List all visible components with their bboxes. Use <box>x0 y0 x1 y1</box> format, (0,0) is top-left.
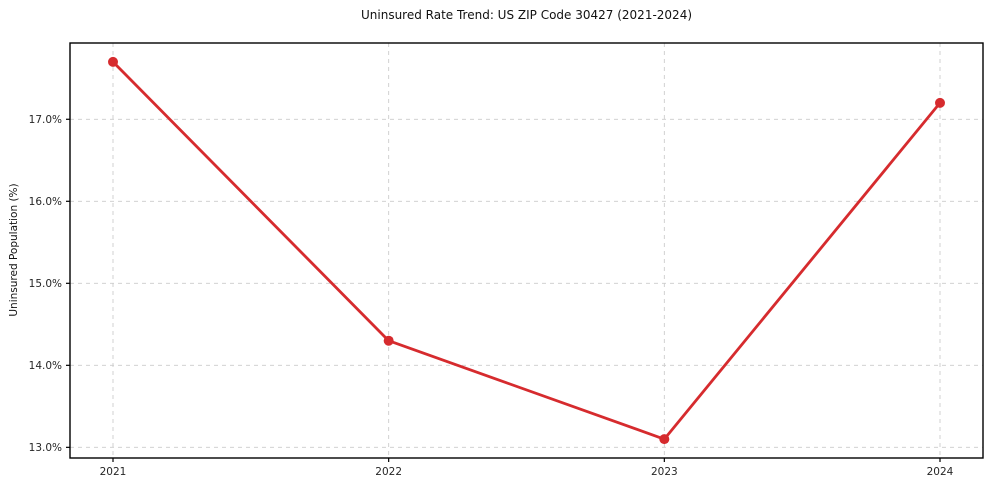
x-tick-label: 2023 <box>651 466 678 478</box>
data-point-2024 <box>935 97 945 108</box>
y-tick-label: 17.0% <box>29 114 62 126</box>
y-axis-label: Uninsured Population (%) <box>8 183 20 317</box>
y-tick-label: 15.0% <box>29 278 62 290</box>
chart-title: Uninsured Rate Trend: US ZIP Code 30427 … <box>360 8 693 22</box>
plot-border <box>69 42 984 459</box>
x-tick-label: 2024 <box>927 466 954 478</box>
y-tick-label: 14.0% <box>29 360 62 372</box>
trend-line <box>111 60 942 441</box>
y-tick-label: 13.0% <box>29 442 62 454</box>
x-tick-label: 2021 <box>100 466 127 478</box>
data-point-2021 <box>108 56 118 67</box>
data-point-2023 <box>659 434 670 445</box>
y-tick-label: 16.0% <box>29 196 62 208</box>
data-point-2022 <box>383 335 394 346</box>
x-tick-label: 2022 <box>375 466 402 478</box>
